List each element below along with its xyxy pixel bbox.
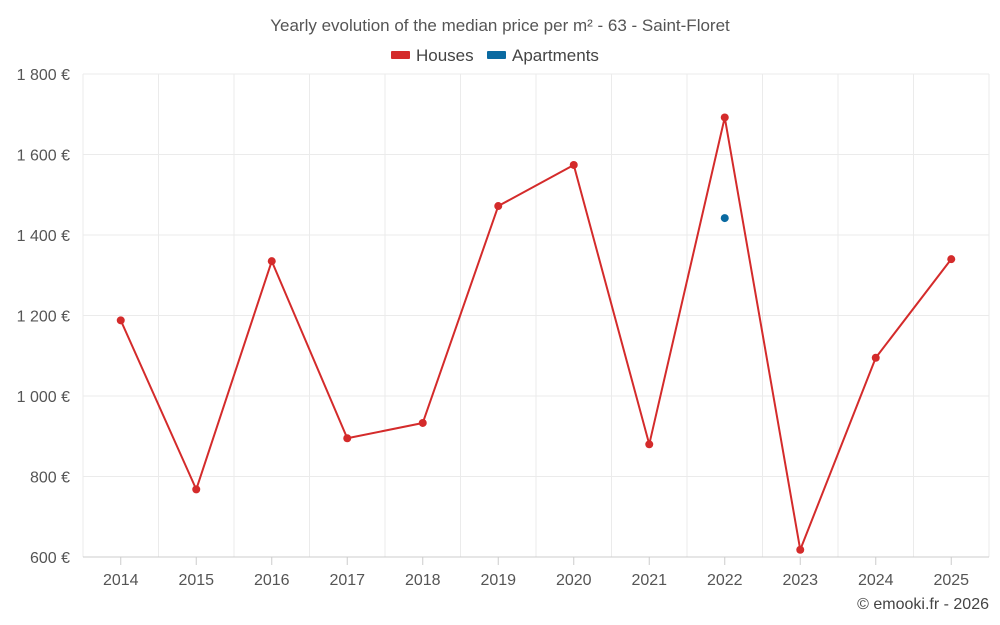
- legend-item-houses[interactable]: Houses: [391, 46, 474, 65]
- data-point-houses[interactable]: [343, 434, 352, 443]
- legend-item-apartments[interactable]: Apartments: [487, 46, 599, 65]
- y-tick-label: 800 €: [30, 470, 70, 487]
- x-tick-label: 2020: [556, 572, 592, 589]
- x-tick-label: 2017: [329, 572, 365, 589]
- legend: Houses Apartments: [391, 46, 599, 65]
- series: [116, 113, 956, 554]
- x-tick-label: 2025: [933, 572, 969, 589]
- data-point-houses[interactable]: [720, 113, 729, 122]
- y-tick-label: 600 €: [30, 550, 70, 567]
- data-point-houses[interactable]: [418, 418, 427, 427]
- y-tick-label: 1 400 €: [17, 228, 70, 245]
- x-tick-label: 2019: [480, 572, 516, 589]
- legend-label-houses: Houses: [416, 46, 474, 65]
- y-tick-label: 1 000 €: [17, 389, 70, 406]
- legend-label-apartments: Apartments: [512, 46, 599, 65]
- series-line-houses: [119, 116, 953, 551]
- data-point-houses[interactable]: [494, 202, 503, 211]
- legend-swatch-houses: [391, 51, 410, 59]
- data-point-apartments[interactable]: [720, 214, 729, 223]
- y-tick-label: 1 200 €: [17, 309, 70, 326]
- data-point-houses[interactable]: [569, 160, 578, 169]
- axes: 600 € 800 € 1 000 € 1 200 € 1 400 € 1 600 € 1 …: [17, 67, 989, 589]
- data-point-houses[interactable]: [947, 255, 956, 264]
- data-point-houses[interactable]: [116, 316, 125, 325]
- credit-text: © emooki.fr - 2026: [857, 596, 989, 613]
- data-point-houses[interactable]: [192, 485, 201, 494]
- grid: [82, 73, 990, 557]
- data-point-houses[interactable]: [796, 545, 805, 554]
- x-tick-label: 2014: [103, 572, 139, 589]
- data-point-houses[interactable]: [871, 353, 880, 362]
- x-tick-label: 2015: [178, 572, 214, 589]
- x-tick-label: 2023: [782, 572, 818, 589]
- x-tick-label: 2021: [631, 572, 667, 589]
- legend-swatch-apartments: [487, 51, 506, 59]
- y-tick-label: 1 800 €: [17, 67, 70, 84]
- x-tick-label: 2018: [405, 572, 441, 589]
- data-point-houses[interactable]: [645, 440, 654, 449]
- y-tick-label: 1 600 €: [17, 148, 70, 165]
- x-tick-label: 2024: [858, 572, 894, 589]
- data-point-houses[interactable]: [267, 257, 276, 266]
- chart-title: Yearly evolution of the median price per…: [270, 16, 730, 35]
- x-tick-label: 2022: [707, 572, 743, 589]
- x-tick-label: 2016: [254, 572, 290, 589]
